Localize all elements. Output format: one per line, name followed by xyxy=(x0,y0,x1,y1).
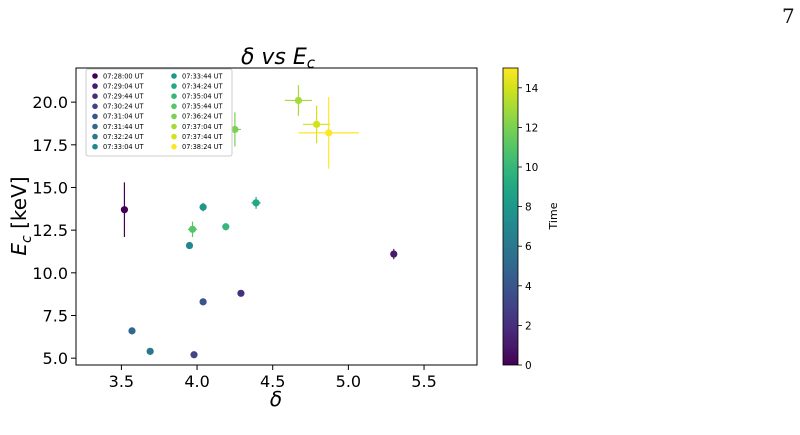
y-tick-label: 7.5 xyxy=(43,307,68,326)
legend-label: 07:35:04 UT xyxy=(182,93,224,101)
legend-label: 07:31:44 UT xyxy=(103,123,145,131)
chart-title-prefix: δ vs E xyxy=(241,45,307,70)
plot-area xyxy=(75,67,478,366)
legend-marker xyxy=(171,93,177,99)
legend-label: 07:33:04 UT xyxy=(103,143,145,151)
legend-label: 07:35:44 UT xyxy=(182,103,224,111)
data-point xyxy=(199,298,207,306)
x-tick-label: 4.5 xyxy=(260,372,285,391)
legend-label: 07:37:04 UT xyxy=(182,123,224,131)
data-point xyxy=(294,96,303,105)
y-tick-label: 10.0 xyxy=(32,264,68,283)
data-point xyxy=(313,120,321,128)
legend-marker xyxy=(92,93,98,99)
colorbar-label: Time xyxy=(547,202,560,230)
legend-marker xyxy=(171,73,177,79)
colorbar-tick-label: 10 xyxy=(525,162,538,174)
legend-marker xyxy=(92,73,98,79)
data-point xyxy=(188,225,197,233)
colorbar-tick-label: 4 xyxy=(525,281,532,293)
y-axis-label-subscript: c xyxy=(19,235,35,243)
colorbar-tick-label: 14 xyxy=(525,83,539,95)
legend-marker xyxy=(92,83,98,89)
data-point xyxy=(237,289,245,297)
y-tick-label: 5.0 xyxy=(43,349,68,368)
page-number: 7 xyxy=(782,4,795,28)
legend-label: 07:37:44 UT xyxy=(182,133,224,141)
data-point xyxy=(146,347,154,355)
data-point xyxy=(120,206,129,214)
colorbar-tick-label: 6 xyxy=(525,241,532,253)
legend-marker xyxy=(92,143,98,150)
legend-label: 07:29:44 UT xyxy=(103,93,145,101)
legend-label: 07:31:04 UT xyxy=(103,113,145,121)
y-tick-label: 12.5 xyxy=(32,221,68,240)
x-tick-label: 4.0 xyxy=(184,372,209,391)
colorbar-tick-label: 12 xyxy=(525,122,538,134)
colorbar-ticks: 0 2 4 6 8 10 12 14 xyxy=(518,83,539,372)
legend-label: 07:38:24 UT xyxy=(182,143,224,151)
data-point xyxy=(128,327,136,335)
y-axis-label-unit: [keV] xyxy=(7,176,31,235)
data-point xyxy=(252,199,260,207)
legend-label: 07:36:24 UT xyxy=(182,113,224,121)
legend-box xyxy=(85,68,233,157)
legend-label: 07:34:24 UT xyxy=(182,82,224,90)
colorbar-tick-label: 0 xyxy=(525,360,532,372)
legend-label: 07:28:00 UT xyxy=(103,72,145,80)
y-tick-label: 20.0 xyxy=(32,93,68,112)
legend-marker xyxy=(92,123,98,130)
y-axis-label-main: E xyxy=(7,243,31,256)
legend-label: 07:32:24 UT xyxy=(103,133,145,141)
colorbar xyxy=(502,67,519,366)
colorbar-tick-label: 2 xyxy=(525,320,532,332)
data-point xyxy=(390,250,398,258)
colorbar-tick-label: 8 xyxy=(525,202,532,214)
legend-label: 07:33:44 UT xyxy=(182,72,224,80)
legend-marker xyxy=(171,83,177,89)
x-tick-label: 5.0 xyxy=(336,372,361,391)
y-axis-label: Ec [keV] xyxy=(7,176,35,255)
x-tick-label: 5.5 xyxy=(411,372,436,391)
y-axis-ticks: 5.0 7.5 10.0 12.5 15.0 17.5 20.0 xyxy=(32,93,76,368)
data-points xyxy=(120,96,398,359)
legend-label: 07:29:04 UT xyxy=(103,82,145,90)
x-tick-label: 3.5 xyxy=(109,372,134,391)
chart-title-subscript: c xyxy=(307,54,316,72)
legend-marker xyxy=(92,133,98,140)
legend-marker xyxy=(171,113,177,120)
data-point xyxy=(190,351,198,359)
legend-marker xyxy=(171,133,177,140)
data-point xyxy=(222,223,230,231)
y-tick-label: 17.5 xyxy=(32,136,68,155)
chart-title: δ vs Ec xyxy=(241,45,316,72)
y-tick-label: 15.0 xyxy=(32,178,68,197)
legend-label: 07:30:24 UT xyxy=(103,103,145,111)
x-axis-ticks: 3.5 4.0 4.5 5.0 5.5 xyxy=(109,365,437,391)
legend: 07:28:00 UT 07:29:04 UT 07:29:44 UT 07:30:2… xyxy=(85,68,233,157)
legend-marker xyxy=(92,103,98,110)
legend-marker xyxy=(92,113,98,120)
data-point xyxy=(325,129,333,137)
x-axis-label: δ xyxy=(270,387,282,411)
data-point xyxy=(231,125,239,134)
data-point xyxy=(185,241,194,250)
data-point xyxy=(199,203,207,211)
legend-marker xyxy=(171,103,177,110)
legend-marker xyxy=(171,143,177,150)
legend-marker xyxy=(171,123,177,130)
